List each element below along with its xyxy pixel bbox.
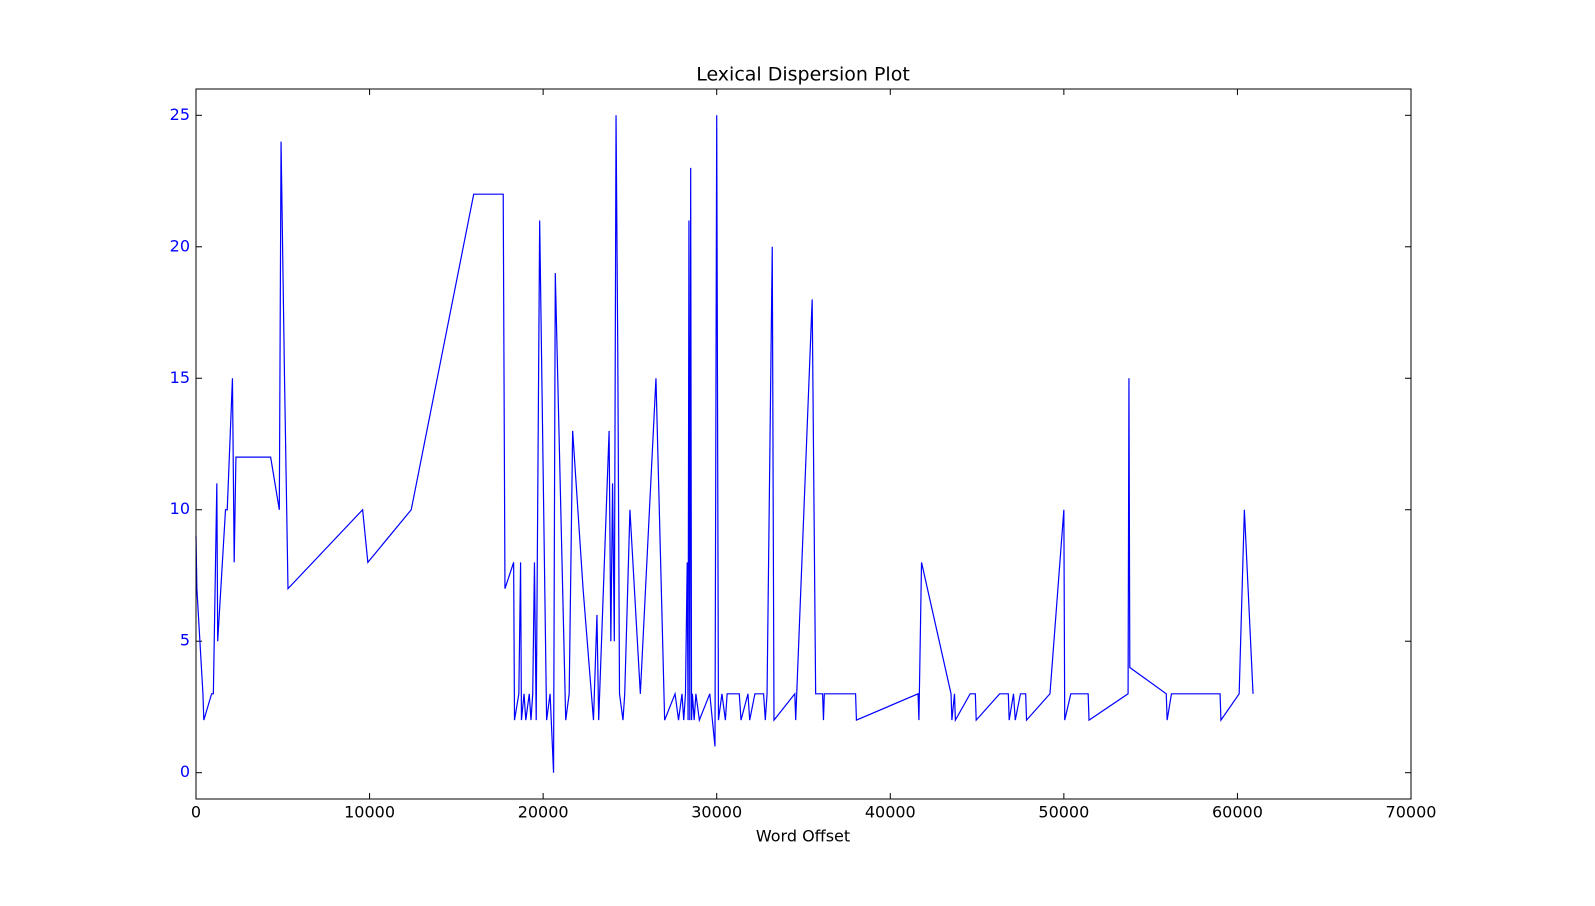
x-tick-label: 30000 [691, 803, 742, 822]
x-tick-label: 0 [191, 803, 201, 822]
chart-title: Lexical Dispersion Plot [696, 64, 910, 86]
x-tick-label: 20000 [518, 803, 569, 822]
y-tick-label: 5 [180, 631, 190, 650]
x-tick-label: 70000 [1386, 803, 1437, 822]
y-tick-label: 0 [180, 762, 190, 781]
y-tick-label: 25 [170, 105, 190, 124]
x-axis-label: Word Offset [756, 827, 850, 846]
y-tick-label: 10 [170, 499, 190, 518]
data-line [195, 115, 1254, 773]
x-tick-label: 10000 [344, 803, 395, 822]
x-tick-label: 60000 [1212, 803, 1263, 822]
plot-frame [195, 88, 1412, 800]
y-tick-label: 20 [170, 236, 190, 255]
y-tick-label: 15 [170, 368, 190, 387]
x-tick-label: 50000 [1038, 803, 1089, 822]
x-tick-label: 40000 [865, 803, 916, 822]
